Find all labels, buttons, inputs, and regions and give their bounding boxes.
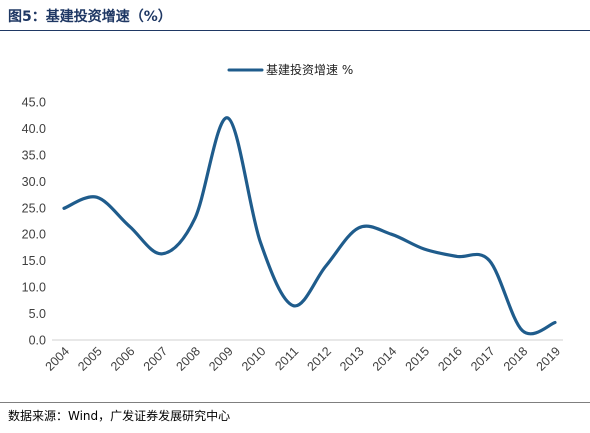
y-tick-label: 20.0: [22, 228, 46, 242]
legend: 基建投资增速 %: [227, 62, 353, 77]
x-tick-label: 2012: [304, 344, 334, 374]
y-axis-ticks: 0.0 5.0 10.0 15.0 20.0 25.0 30.0 35.0 40.0 45.0: [22, 96, 46, 348]
x-tick-label: 2006: [108, 344, 138, 374]
x-tick-label: 2008: [173, 344, 203, 374]
x-tick-label: 2017: [468, 344, 498, 374]
line-chart: 基建投资增速 % 0.0 5.0 10.0 15.0 20.0 25.0 30.0 35.0 4…: [22, 62, 564, 374]
x-tick-label: 2013: [337, 344, 367, 374]
x-tick-label: 2011: [272, 344, 301, 373]
series-line-infrastructure-growth: [62, 116, 557, 336]
x-tick-label: 2019: [534, 344, 564, 374]
source-note: 数据来源：Wind，广发证券发展研究中心: [8, 409, 231, 423]
y-tick-label: 45.0: [22, 96, 46, 110]
y-tick-label: 40.0: [22, 122, 46, 136]
figure-title: 图5：基建投资增速（%）: [8, 9, 172, 25]
title-rule: [0, 30, 590, 31]
x-tick-label: 2018: [501, 344, 531, 374]
y-tick-label: 35.0: [22, 148, 46, 162]
x-tick-label: 2014: [370, 344, 400, 374]
x-tick-label: 2007: [141, 344, 171, 374]
y-tick-label: 10.0: [22, 281, 46, 295]
x-tick-label: 2009: [206, 344, 236, 374]
y-tick-label: 30.0: [22, 175, 46, 189]
y-tick-label: 25.0: [22, 201, 46, 215]
x-tick-label: 2004: [43, 344, 73, 374]
x-axis-ticks: 2004 2005 2006 2007 2008 2009 2010 2011 2012 2013…: [43, 344, 564, 374]
y-tick-label: 5.0: [29, 307, 46, 321]
x-tick-label: 2010: [239, 344, 269, 374]
source-rule: [0, 402, 590, 403]
y-tick-label: 0.0: [29, 334, 46, 348]
x-tick-label: 2015: [403, 344, 433, 374]
x-tick-label: 2016: [435, 344, 465, 374]
x-tick-label: 2005: [75, 344, 105, 374]
y-tick-label: 15.0: [22, 254, 46, 268]
legend-label: 基建投资增速 %: [266, 62, 353, 77]
